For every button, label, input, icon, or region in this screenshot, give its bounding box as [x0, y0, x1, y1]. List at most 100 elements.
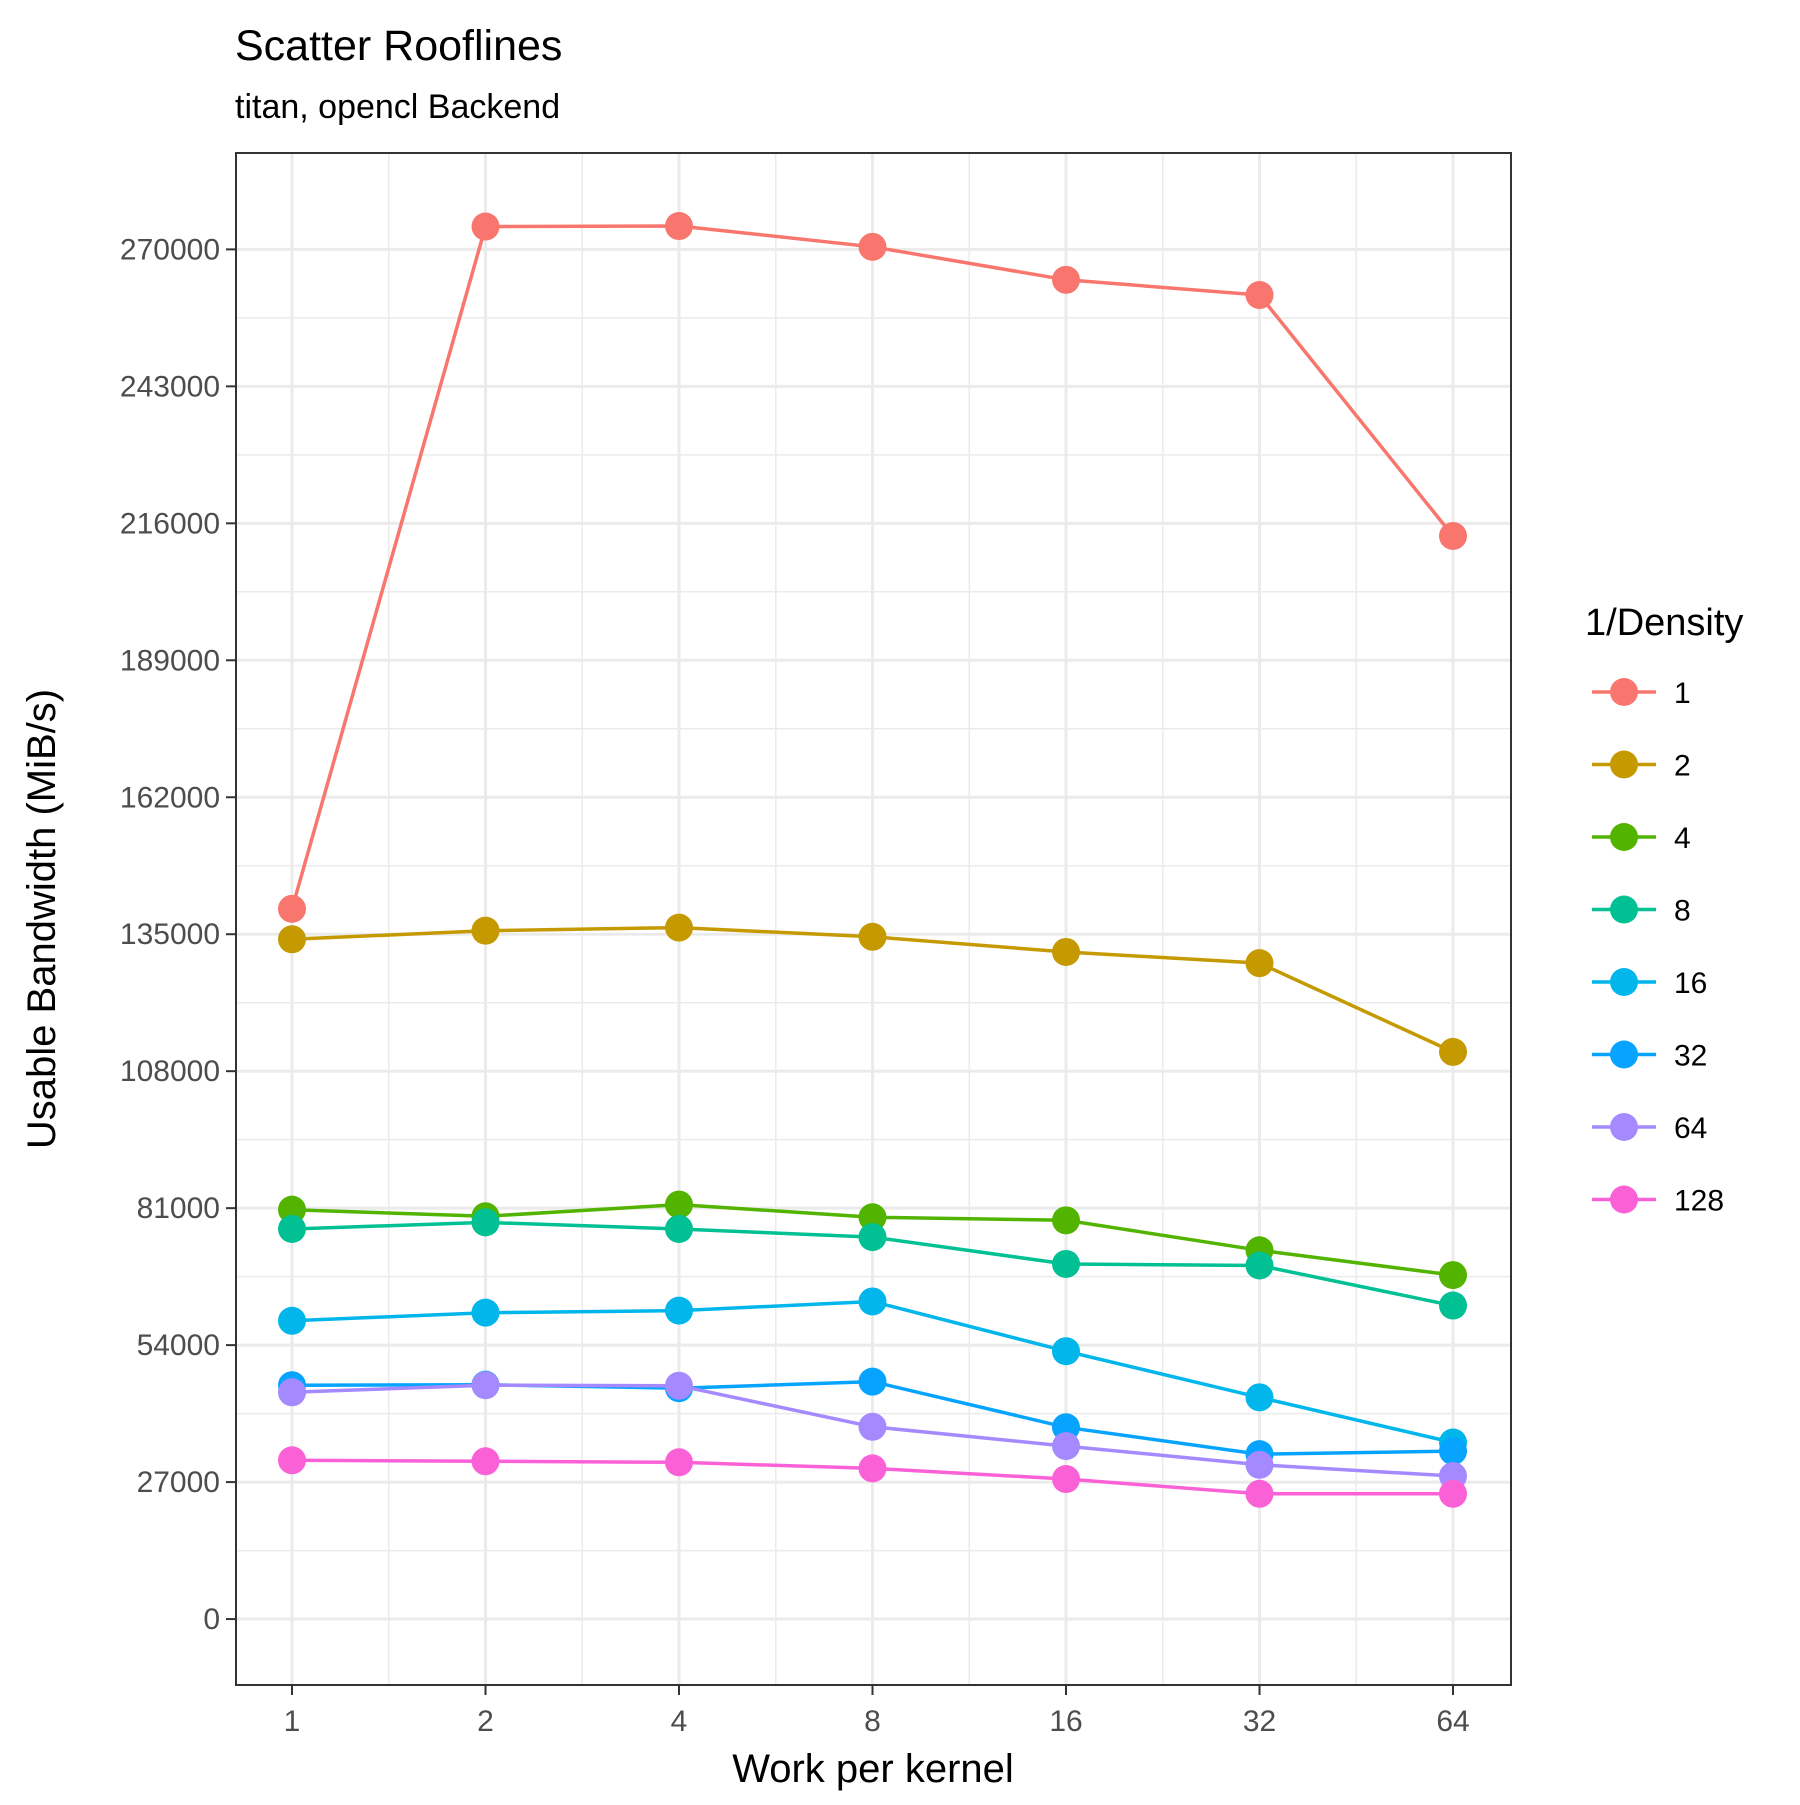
- data-point: [665, 1214, 693, 1243]
- data-point: [1052, 1465, 1080, 1494]
- legend-label: 32: [1674, 1040, 1707, 1073]
- data-point: [858, 1203, 887, 1232]
- legend-item: 4: [1592, 822, 1691, 855]
- chart-title: Scatter Rooflines: [235, 22, 562, 70]
- legend-title: 1/Density: [1585, 602, 1743, 644]
- x-axis-title: Work per kernel: [732, 1747, 1014, 1791]
- data-point: [665, 913, 693, 942]
- data-point: [665, 212, 693, 241]
- y-axis-title: Usable Bandwidth (MiB/s): [20, 689, 64, 1149]
- data-point: [278, 894, 306, 923]
- data-point: [1052, 265, 1080, 294]
- legend-key-point: [1610, 1040, 1638, 1069]
- x-tick-label: 4: [671, 1705, 688, 1738]
- data-point: [278, 1378, 306, 1407]
- legend-item: 64: [1592, 1112, 1707, 1145]
- legend-label: 128: [1674, 1185, 1724, 1218]
- legend: 1/Density 1 2 4 8 16 32 64 128: [1585, 602, 1743, 1218]
- y-tick-label: 0: [203, 1603, 220, 1636]
- data-point: [278, 1306, 306, 1335]
- legend-key-point: [1610, 968, 1638, 996]
- data-point: [471, 1447, 500, 1476]
- legend-key-point: [1610, 1113, 1638, 1141]
- data-point: [1439, 1291, 1467, 1320]
- data-point: [471, 916, 500, 945]
- series-8: [278, 1208, 1467, 1320]
- legend-item: 128: [1592, 1185, 1724, 1218]
- axis-layer: 0 27000 54000 81000 108000 135000 162000 189000…: [120, 233, 1470, 1738]
- data-point: [278, 1195, 306, 1224]
- legend-item: 1: [1592, 677, 1691, 710]
- data-point: [1245, 1479, 1274, 1508]
- y-tick-label: 216000: [120, 507, 220, 540]
- y-tick-label: 108000: [120, 1055, 220, 1088]
- legend-key-point: [1610, 750, 1638, 779]
- legend-item: 16: [1592, 967, 1707, 1000]
- data-point: [1439, 522, 1467, 550]
- data-point: [858, 232, 887, 261]
- legend-key-point: [1610, 1185, 1638, 1214]
- data-point: [858, 1412, 887, 1441]
- data-point: [1052, 1432, 1080, 1461]
- y-tick-label: 135000: [120, 918, 220, 951]
- legend-key-point: [1610, 823, 1638, 851]
- series-layer: [278, 212, 1467, 1508]
- data-point: [1052, 1249, 1080, 1278]
- data-point: [665, 1296, 693, 1325]
- x-tick-label: 1: [284, 1705, 301, 1738]
- data-point: [1439, 1037, 1467, 1066]
- data-point: [471, 1208, 500, 1237]
- legend-item: 2: [1592, 750, 1691, 783]
- legend-key-point: [1610, 678, 1638, 706]
- legend-item: 32: [1592, 1040, 1707, 1073]
- series-2: [278, 913, 1467, 1066]
- data-point: [1052, 1337, 1080, 1366]
- data-point: [1439, 1261, 1467, 1290]
- data-point: [1245, 949, 1274, 978]
- x-tick-label: 64: [1436, 1705, 1469, 1738]
- x-tick-label: 2: [477, 1705, 494, 1738]
- y-tick-label: 162000: [120, 781, 220, 814]
- data-point: [471, 1298, 500, 1327]
- data-point: [1245, 1450, 1274, 1479]
- y-tick-label: 81000: [137, 1192, 220, 1225]
- x-tick-label: 8: [864, 1705, 881, 1738]
- legend-label: 2: [1674, 750, 1691, 783]
- legend-label: 8: [1674, 895, 1691, 928]
- data-point: [1439, 1437, 1467, 1466]
- y-tick-label: 270000: [120, 233, 220, 266]
- data-point: [278, 1446, 306, 1475]
- series-1: [278, 212, 1467, 923]
- x-tick-label: 16: [1049, 1705, 1082, 1738]
- data-point: [665, 1448, 693, 1477]
- x-tick-label: 32: [1243, 1705, 1276, 1738]
- legend-label: 16: [1674, 967, 1707, 1000]
- legend-item: 8: [1592, 895, 1691, 928]
- y-tick-label: 54000: [137, 1329, 220, 1362]
- data-point: [278, 925, 306, 954]
- data-point: [858, 1287, 887, 1316]
- data-point: [1245, 1251, 1274, 1280]
- data-point: [665, 1190, 693, 1219]
- legend-label: 4: [1674, 822, 1691, 855]
- y-tick-label: 189000: [120, 644, 220, 677]
- data-point: [471, 1371, 500, 1400]
- y-tick-label: 243000: [120, 370, 220, 403]
- data-point: [665, 1371, 693, 1400]
- data-point: [858, 922, 887, 951]
- data-point: [1052, 1206, 1080, 1235]
- legend-label: 64: [1674, 1112, 1707, 1145]
- y-tick-label: 27000: [137, 1466, 220, 1499]
- data-point: [471, 212, 500, 241]
- chart-subtitle: titan, opencl Backend: [235, 88, 560, 126]
- data-point: [1245, 281, 1274, 310]
- legend-key-point: [1610, 895, 1638, 924]
- data-point: [858, 1454, 887, 1483]
- data-point: [278, 1214, 306, 1243]
- legend-label: 1: [1674, 677, 1691, 710]
- data-point: [1245, 1383, 1274, 1412]
- series-16: [278, 1287, 1467, 1457]
